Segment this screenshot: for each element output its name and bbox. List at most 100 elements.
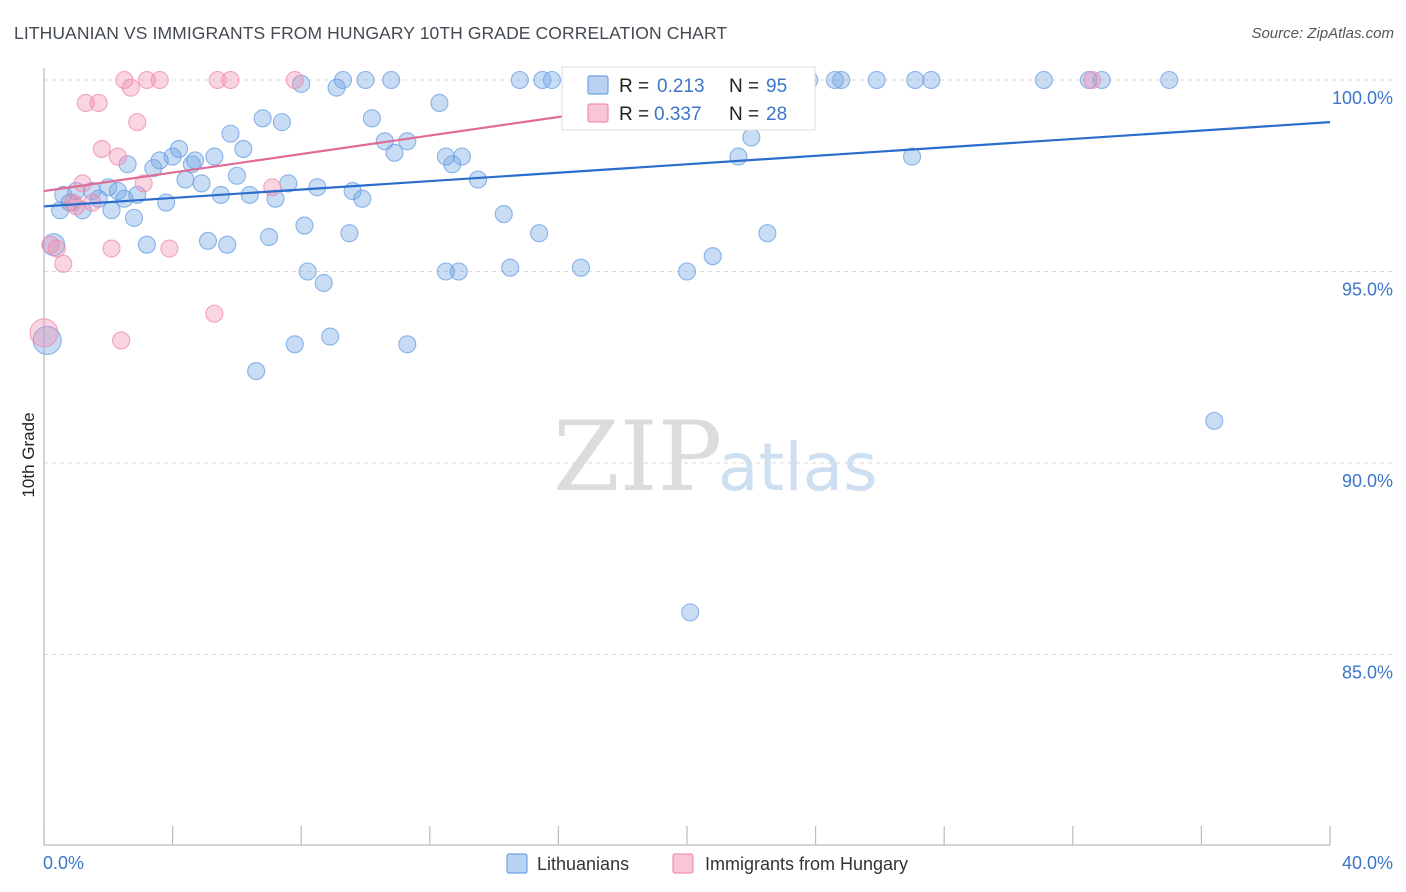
lithuanians-trend-line (43, 121, 1331, 208)
legend-r-value-1: 0.213 (657, 76, 705, 97)
lithuanians-point (137, 235, 156, 254)
bottom-legend-hungary: Immigrants from Hungary (705, 854, 908, 874)
lithuanians-point (192, 174, 211, 193)
bottom-legend: Lithuanians Immigrants from Hungary (506, 853, 908, 874)
lithuanians-point (295, 216, 314, 235)
hungary-point (1083, 70, 1102, 90)
lithuanians-point (205, 147, 224, 166)
lithuanians-point (542, 70, 562, 90)
lithuanians-point (398, 132, 417, 151)
lithuanians-point (510, 70, 529, 90)
lithuanians-point (902, 147, 922, 166)
hungary-point (128, 113, 147, 132)
lithuanians-point (436, 147, 455, 166)
legend-n-label-2: N = (729, 104, 759, 125)
hungary-point (73, 174, 92, 193)
watermark-atlas: atlas (718, 429, 878, 506)
lithuanians-point (571, 258, 590, 277)
lithuanians-point (247, 362, 266, 381)
top-legend: R = 0.213 N = 95 R = 0.337 N = 28 (561, 66, 816, 131)
lithuanians-point (157, 193, 176, 212)
lithuanians-point (340, 224, 359, 243)
lithuanians-point (298, 262, 317, 281)
lithuanians-point (449, 262, 468, 281)
lithuanians-point (118, 155, 137, 174)
source-label: Source: ZipAtlas.com (1251, 25, 1394, 42)
legend-n-label-1: N = (729, 76, 759, 97)
lithuanians-point (356, 70, 375, 90)
legend-n-value-2: 28 (766, 104, 787, 125)
lithuanians-point (285, 335, 304, 354)
lithuanians-point (703, 247, 722, 266)
legend-r-label-2: R = (619, 104, 649, 125)
lithuanians-point (362, 109, 381, 128)
lithuanians-point (1205, 411, 1224, 430)
y-tick-label: 85.0% (1342, 663, 1393, 683)
x-tick-label-left: 0.0% (43, 853, 84, 873)
hungary-point (208, 70, 227, 90)
legend-r-label-1: R = (619, 76, 649, 97)
lithuanians-point (234, 139, 253, 158)
lithuanians-point (259, 227, 279, 247)
lithuanians-point (758, 224, 777, 243)
lithuanians-point (227, 166, 246, 185)
y-tick-label: 95.0% (1342, 280, 1393, 300)
lithuanians-point (321, 327, 340, 346)
lithuanians-point (272, 113, 291, 132)
lithuanians-point (169, 139, 189, 158)
hungary-point (137, 70, 156, 90)
hungary-point (29, 318, 59, 348)
lithuanians-point (430, 93, 449, 113)
bottom-legend-swatch-hungary (672, 853, 694, 874)
lithuanians-point (333, 70, 353, 90)
lithuanians-point (1092, 70, 1111, 90)
lithuanians-point (353, 189, 372, 208)
lithuanians-point (533, 70, 552, 90)
lithuanians-point (681, 603, 700, 622)
hungary-point (263, 178, 282, 197)
legend-r-value-2: 0.337 (654, 104, 702, 125)
lithuanians-point (825, 70, 844, 90)
hungary-point (76, 93, 95, 113)
lithuanians-point (144, 159, 163, 178)
hungary-point (121, 78, 140, 97)
lithuanians-point (385, 143, 404, 162)
lithuanians-point (240, 185, 259, 204)
hungary-point (150, 70, 169, 90)
hungary-point (112, 331, 131, 350)
lithuanians-point (530, 224, 549, 243)
y-tick-label: 100.0% (1332, 88, 1393, 108)
lithuanians-point (436, 262, 455, 281)
lithuanians-point (32, 325, 62, 355)
hungary-point (160, 239, 179, 258)
lithuanians-point (468, 170, 488, 189)
hungary-point (134, 174, 153, 193)
lithuanians-point (382, 70, 401, 90)
lithuanians-point (198, 231, 218, 250)
chart-title: LITHUANIAN VS IMMIGRANTS FROM HUNGARY 10… (14, 23, 728, 43)
watermark-zip: ZIP (553, 401, 722, 513)
hungary-point (92, 139, 111, 158)
legend-n-value-1: 95 (766, 76, 787, 97)
gridlines (44, 79, 1393, 655)
lithuanians-point (163, 147, 182, 166)
hungary-point (67, 197, 86, 216)
y-tick-labels: 100.0% 95.0% 90.0% 85.0% (1332, 88, 1393, 683)
lithuanians-point (124, 208, 144, 227)
hungary-point (108, 147, 127, 166)
hungary-point (102, 239, 121, 258)
lithuanians-point (314, 273, 333, 293)
lithuanians-point (1160, 70, 1179, 90)
lithuanians-point (906, 70, 925, 90)
lithuanians-point (443, 155, 462, 174)
lithuanians-point (501, 258, 520, 277)
x-tick-label-right: 40.0% (1342, 853, 1393, 873)
lithuanians-point (832, 70, 851, 90)
lithuanians-point (677, 262, 697, 281)
lithuanians-point (452, 147, 472, 166)
lithuanians-point (218, 235, 237, 254)
lithuanians-point (327, 78, 346, 97)
lithuanians-point (729, 147, 748, 166)
hungary-point (221, 70, 240, 90)
